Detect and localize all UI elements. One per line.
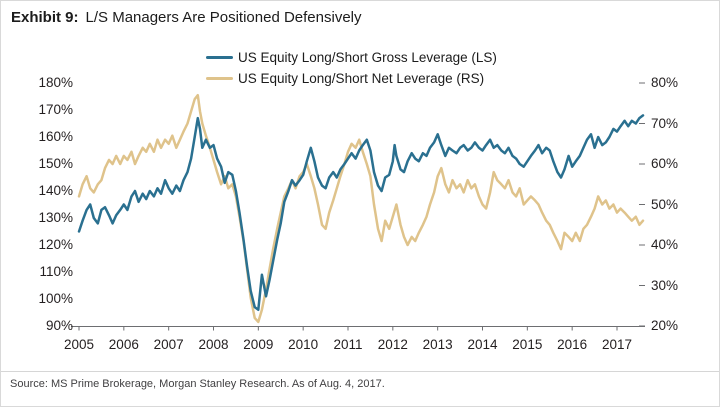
gross-leverage-line-swatch [206, 56, 233, 59]
right-axis-tick-label: 60% [651, 156, 679, 171]
legend-item-net-leverage: US Equity Long/Short Net Leverage (RS) [206, 68, 497, 89]
year-axis-tick-label: 2007 [153, 337, 184, 352]
gross-leverage-line [77, 114, 645, 312]
year-axis-tick-label: 2006 [108, 337, 139, 352]
year-axis-tick-label: 2011 [333, 337, 363, 352]
legend-label-net-leverage: US Equity Long/Short Net Leverage (RS) [238, 71, 485, 86]
left-axis-tick-label: 130% [38, 210, 73, 225]
year-axis-tick-label: 2015 [512, 337, 543, 352]
year-axis-tick-label: 2016 [557, 337, 588, 352]
left-axis-tick-label: 140% [38, 183, 73, 198]
year-axis-tick-label: 2009 [243, 337, 274, 352]
source-divider [1, 371, 719, 372]
left-axis-tick-label: 150% [38, 156, 73, 171]
left-axis-tick-label: 160% [38, 129, 73, 144]
left-axis-tick-label: 100% [38, 291, 73, 306]
left-axis-tick-label: 170% [38, 102, 73, 117]
right-axis-tick-label: 50% [651, 196, 679, 212]
left-axis-tick-label: 90% [45, 318, 73, 333]
year-axis-tick-label: 2013 [422, 337, 453, 352]
year-axis-tick-label: 2010 [288, 337, 319, 352]
year-axis-tick-label: 2012 [377, 337, 408, 352]
source-note: Source: MS Prime Brokerage, Morgan Stanl… [10, 378, 385, 390]
net-leverage-line-swatch [206, 77, 233, 80]
right-axis-tick-label: 30% [651, 277, 679, 293]
left-axis-tick-label: 110% [39, 264, 73, 279]
left-axis-tick-label: 180% [38, 75, 73, 90]
chart-title: Exhibit 9: L/S Managers Are Positioned De… [11, 9, 362, 26]
year-axis-tick-label: 2005 [63, 337, 95, 352]
right-axis-tick-label: 70% [651, 115, 679, 131]
right-axis-tick-label: 20% [651, 318, 679, 333]
chart-title-text: L/S Managers Are Positioned Defensively [85, 9, 362, 26]
net-leverage-line [77, 93, 645, 324]
year-axis-tick-label: 2008 [198, 337, 229, 352]
right-axis-tick-label: 40% [651, 237, 679, 252]
year-axis-tick-label: 2014 [467, 337, 498, 352]
right-axis-tick-label: 80% [651, 75, 679, 90]
year-axis-tick-label: 2017 [601, 337, 632, 352]
left-axis-tick-label: 120% [38, 237, 73, 252]
legend-item-gross-leverage: US Equity Long/Short Gross Leverage (LS) [206, 47, 497, 68]
legend-label-gross-leverage: US Equity Long/Short Gross Leverage (LS) [238, 50, 497, 65]
legend: US Equity Long/Short Gross Leverage (LS)… [206, 47, 497, 89]
exhibit-number-label: Exhibit 9: [11, 9, 79, 26]
